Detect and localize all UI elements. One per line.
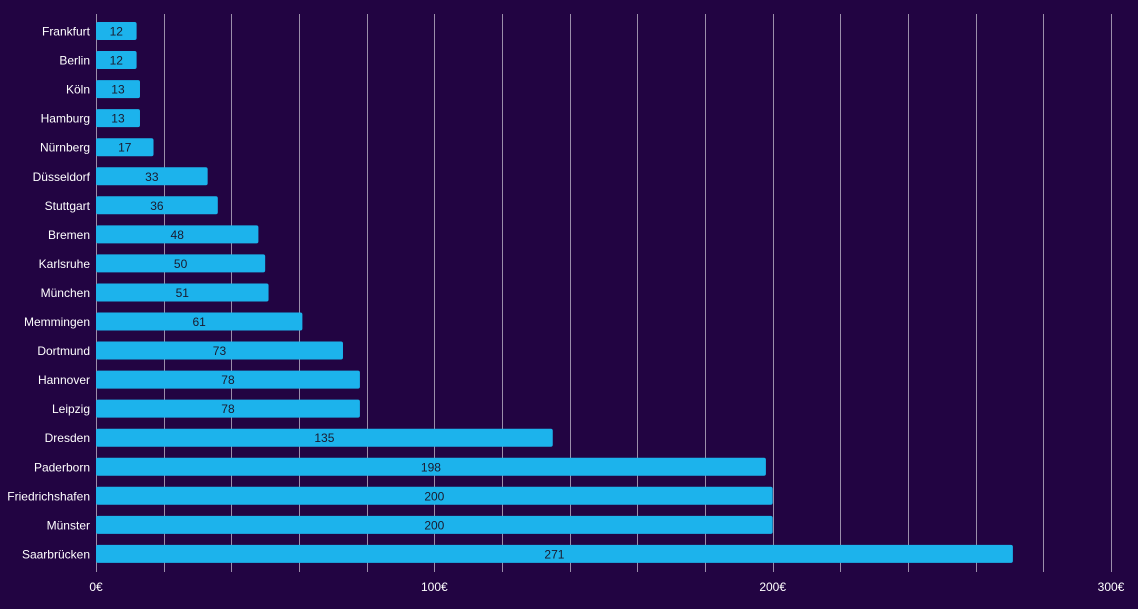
bar-value-label: 198 [421, 460, 441, 474]
bar-value-label: 12 [110, 54, 124, 68]
category-label: Düsseldorf [33, 170, 91, 184]
category-label: Karlsruhe [39, 257, 91, 271]
bar-value-label: 50 [174, 257, 188, 271]
category-label: Dortmund [37, 344, 90, 358]
bar-value-label: 17 [118, 141, 132, 155]
category-label: Bremen [48, 228, 90, 242]
bar-berlin [96, 51, 137, 70]
bar-value-label: 78 [221, 402, 235, 416]
category-label: Saarbrücken [22, 547, 90, 561]
bar-dortmund [96, 341, 343, 360]
category-label: Hannover [38, 373, 90, 387]
category-label: Leipzig [52, 402, 90, 416]
bar-münchen [96, 283, 269, 302]
bar-stuttgart [96, 196, 218, 215]
bar-düsseldorf [96, 167, 208, 186]
bar-value-label: 271 [544, 547, 564, 561]
bar-bremen [96, 225, 259, 244]
category-label: Memmingen [24, 315, 90, 329]
bar-frankfurt [96, 22, 137, 40]
bar-value-label: 200 [424, 518, 444, 532]
category-label: Paderborn [34, 460, 90, 474]
value-axis: 0€ 100€ 200€ 300€ [89, 580, 1124, 594]
bar-saarbrücken [96, 544, 1013, 563]
x-tick-label: 200€ [759, 580, 786, 594]
bar-value-label: 33 [145, 170, 159, 184]
bar-value-label: 135 [314, 431, 334, 445]
bar-value-label: 200 [424, 489, 444, 503]
bar-value-label: 73 [213, 344, 227, 358]
bar-value-label: 36 [150, 199, 164, 213]
bar-friedrichshafen [96, 486, 773, 505]
bar-münster [96, 515, 773, 534]
category-label: Stuttgart [45, 199, 91, 213]
bar-value-label: 51 [176, 286, 190, 300]
category-label: München [41, 286, 90, 300]
bar-value-label: 61 [193, 315, 207, 329]
category-label: Dresden [45, 431, 90, 445]
bar-layer: 12 12 13 13 17 33 36 48 50 51 61 73 78 78 135 198 200 200… [96, 22, 1013, 563]
bar-karlsruhe [96, 254, 266, 273]
bar-nürnberg [96, 138, 154, 157]
bar-hamburg [96, 109, 140, 128]
bar-value-label: 12 [110, 25, 124, 39]
x-tick-label: 100€ [421, 580, 448, 594]
category-label: Frankfurt [42, 25, 91, 39]
grid-layer [96, 14, 1112, 572]
x-tick-label: 300€ [1098, 580, 1125, 594]
bar-memmingen [96, 312, 303, 331]
category-axis: Frankfurt Berlin Köln Hamburg Nürnberg Düssel… [7, 25, 90, 562]
bar-value-label: 13 [111, 112, 125, 126]
x-tick-label: 0€ [89, 580, 103, 594]
bar-dresden [96, 428, 553, 447]
category-label: Friedrichshafen [7, 489, 90, 503]
bar-köln [96, 80, 140, 99]
bar-value-label: 78 [221, 373, 235, 387]
bar-value-label: 48 [171, 228, 185, 242]
bar-paderborn [96, 457, 766, 476]
category-label: Nürnberg [40, 141, 90, 155]
bar-value-label: 13 [111, 83, 125, 97]
category-label: Köln [66, 83, 90, 97]
category-label: Berlin [59, 54, 90, 68]
bar-leipzig [96, 399, 360, 418]
category-label: Münster [47, 518, 90, 532]
bar-hannover [96, 370, 360, 389]
category-label: Hamburg [41, 112, 90, 126]
